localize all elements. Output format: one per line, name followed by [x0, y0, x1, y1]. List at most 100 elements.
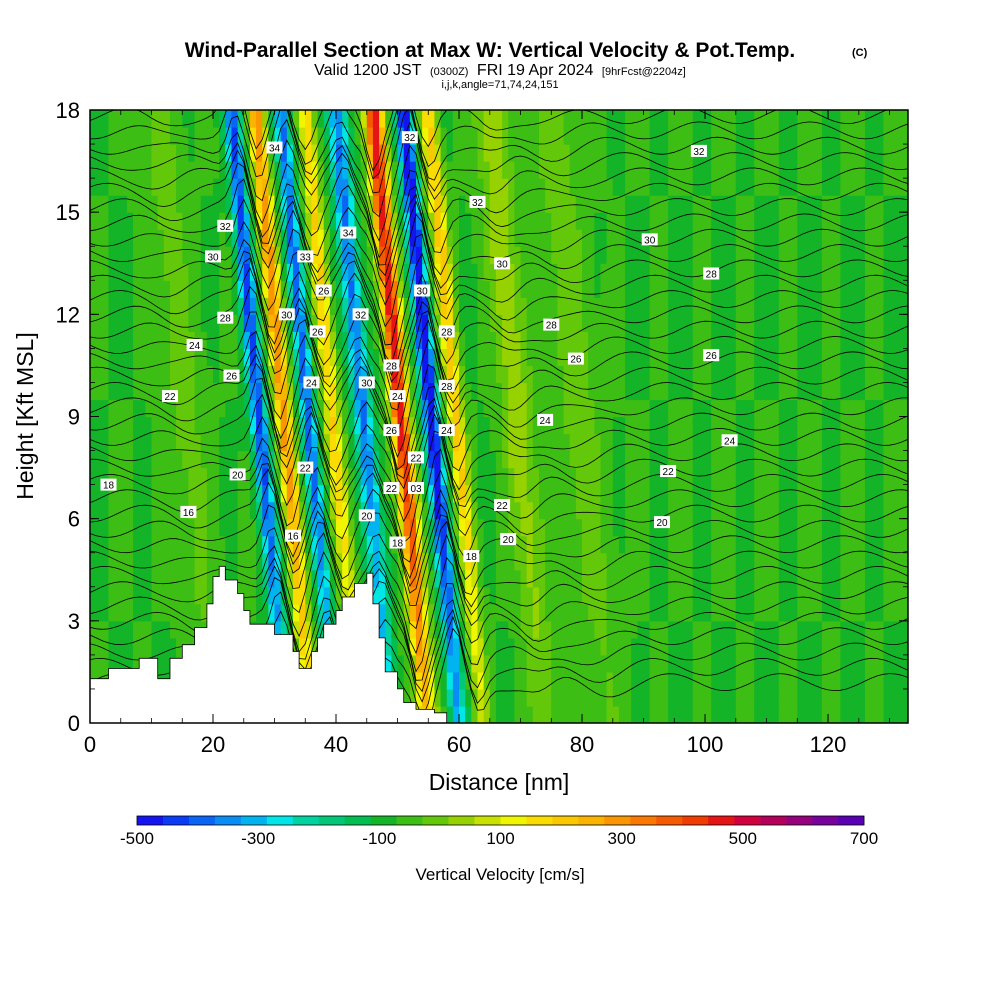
velocity-cell	[588, 501, 595, 520]
velocity-cell	[415, 178, 423, 196]
velocity-cell	[784, 144, 792, 162]
velocity-cell	[858, 654, 866, 673]
velocity-cell	[895, 331, 903, 349]
velocity-cell	[698, 178, 706, 196]
velocity-cell	[649, 654, 657, 673]
velocity-cell	[514, 110, 522, 128]
velocity-cell	[600, 688, 608, 707]
velocity-cell	[871, 569, 878, 588]
velocity-cell	[575, 552, 583, 571]
velocity-cell	[268, 586, 276, 605]
velocity-cell	[151, 620, 159, 639]
velocity-cell	[834, 161, 841, 179]
velocity-cell	[243, 127, 251, 145]
velocity-cell	[686, 467, 694, 486]
velocity-cell	[760, 552, 768, 571]
velocity-cell	[545, 654, 552, 673]
velocity-cell	[514, 382, 522, 401]
velocity-cell	[815, 484, 823, 503]
velocity-cell	[163, 569, 171, 588]
velocity-cell	[249, 433, 257, 452]
velocity-cell	[397, 314, 405, 332]
velocity-cell	[372, 382, 380, 401]
velocity-cell	[809, 637, 817, 656]
velocity-cell	[692, 620, 700, 639]
velocity-cell	[625, 484, 632, 503]
velocity-cell	[741, 535, 749, 554]
contour-label: 26	[703, 349, 720, 362]
velocity-cell	[815, 127, 823, 145]
velocity-cell	[643, 399, 651, 418]
velocity-cell	[428, 637, 436, 656]
velocity-cell	[415, 501, 423, 520]
velocity-cell	[545, 586, 552, 605]
velocity-cell	[200, 433, 208, 452]
velocity-cell	[600, 535, 608, 554]
velocity-cell	[889, 586, 897, 605]
velocity-cell	[735, 331, 743, 349]
velocity-cell	[354, 467, 362, 486]
velocity-cell	[280, 467, 288, 486]
velocity-cell	[778, 348, 786, 367]
velocity-cell	[729, 603, 737, 622]
velocity-cell	[864, 144, 872, 162]
velocity-cell	[415, 569, 423, 588]
velocity-cell	[452, 382, 460, 401]
velocity-cell	[545, 212, 552, 230]
velocity-cell	[563, 552, 571, 571]
velocity-cell	[317, 127, 325, 145]
velocity-cell	[133, 229, 140, 247]
velocity-cell	[655, 671, 663, 690]
velocity-cell	[717, 110, 725, 128]
velocity-cell	[649, 637, 657, 656]
velocity-cell	[114, 161, 122, 179]
velocity-cell	[133, 399, 140, 418]
velocity-cell	[791, 450, 798, 469]
velocity-cell	[821, 331, 829, 349]
velocity-cell	[372, 586, 380, 605]
velocity-cell	[791, 399, 798, 418]
velocity-cell	[871, 467, 878, 486]
velocity-cell	[612, 450, 620, 469]
velocity-cell	[618, 110, 626, 128]
velocity-cell	[520, 212, 528, 230]
velocity-cell	[415, 654, 423, 673]
velocity-cell	[834, 382, 841, 401]
velocity-cell	[409, 178, 417, 196]
x-tick-label: 100	[687, 732, 724, 757]
velocity-cell	[594, 263, 602, 281]
velocity-cell	[625, 433, 632, 452]
velocity-cell	[532, 705, 540, 723]
velocity-cell	[852, 314, 860, 332]
velocity-cell	[840, 535, 848, 554]
velocity-cell	[514, 246, 522, 264]
velocity-cell	[735, 654, 743, 673]
velocity-cell	[588, 331, 595, 349]
velocity-cell	[754, 467, 761, 486]
velocity-cell	[151, 569, 159, 588]
velocity-cell	[698, 416, 706, 435]
velocity-cell	[532, 382, 540, 401]
velocity-cell	[698, 229, 706, 247]
velocity-cell	[901, 314, 908, 332]
velocity-cell	[329, 212, 337, 230]
velocity-cell	[502, 331, 509, 349]
velocity-cell	[655, 314, 663, 332]
velocity-cell	[680, 161, 688, 179]
velocity-cell	[828, 178, 835, 196]
velocity-cell	[883, 178, 891, 196]
velocity-cell	[828, 297, 835, 315]
velocity-cell	[895, 263, 903, 281]
velocity-cell	[483, 280, 491, 298]
velocity-cell	[735, 705, 743, 723]
velocity-cell	[741, 246, 749, 264]
velocity-cell	[379, 399, 386, 418]
velocity-cell	[551, 671, 559, 690]
velocity-cell	[176, 314, 183, 332]
velocity-cell	[139, 348, 146, 367]
velocity-cell	[631, 314, 638, 332]
velocity-cell	[90, 501, 97, 520]
velocity-cell	[317, 382, 325, 401]
velocity-cell	[748, 637, 755, 656]
velocity-cell	[360, 229, 368, 247]
